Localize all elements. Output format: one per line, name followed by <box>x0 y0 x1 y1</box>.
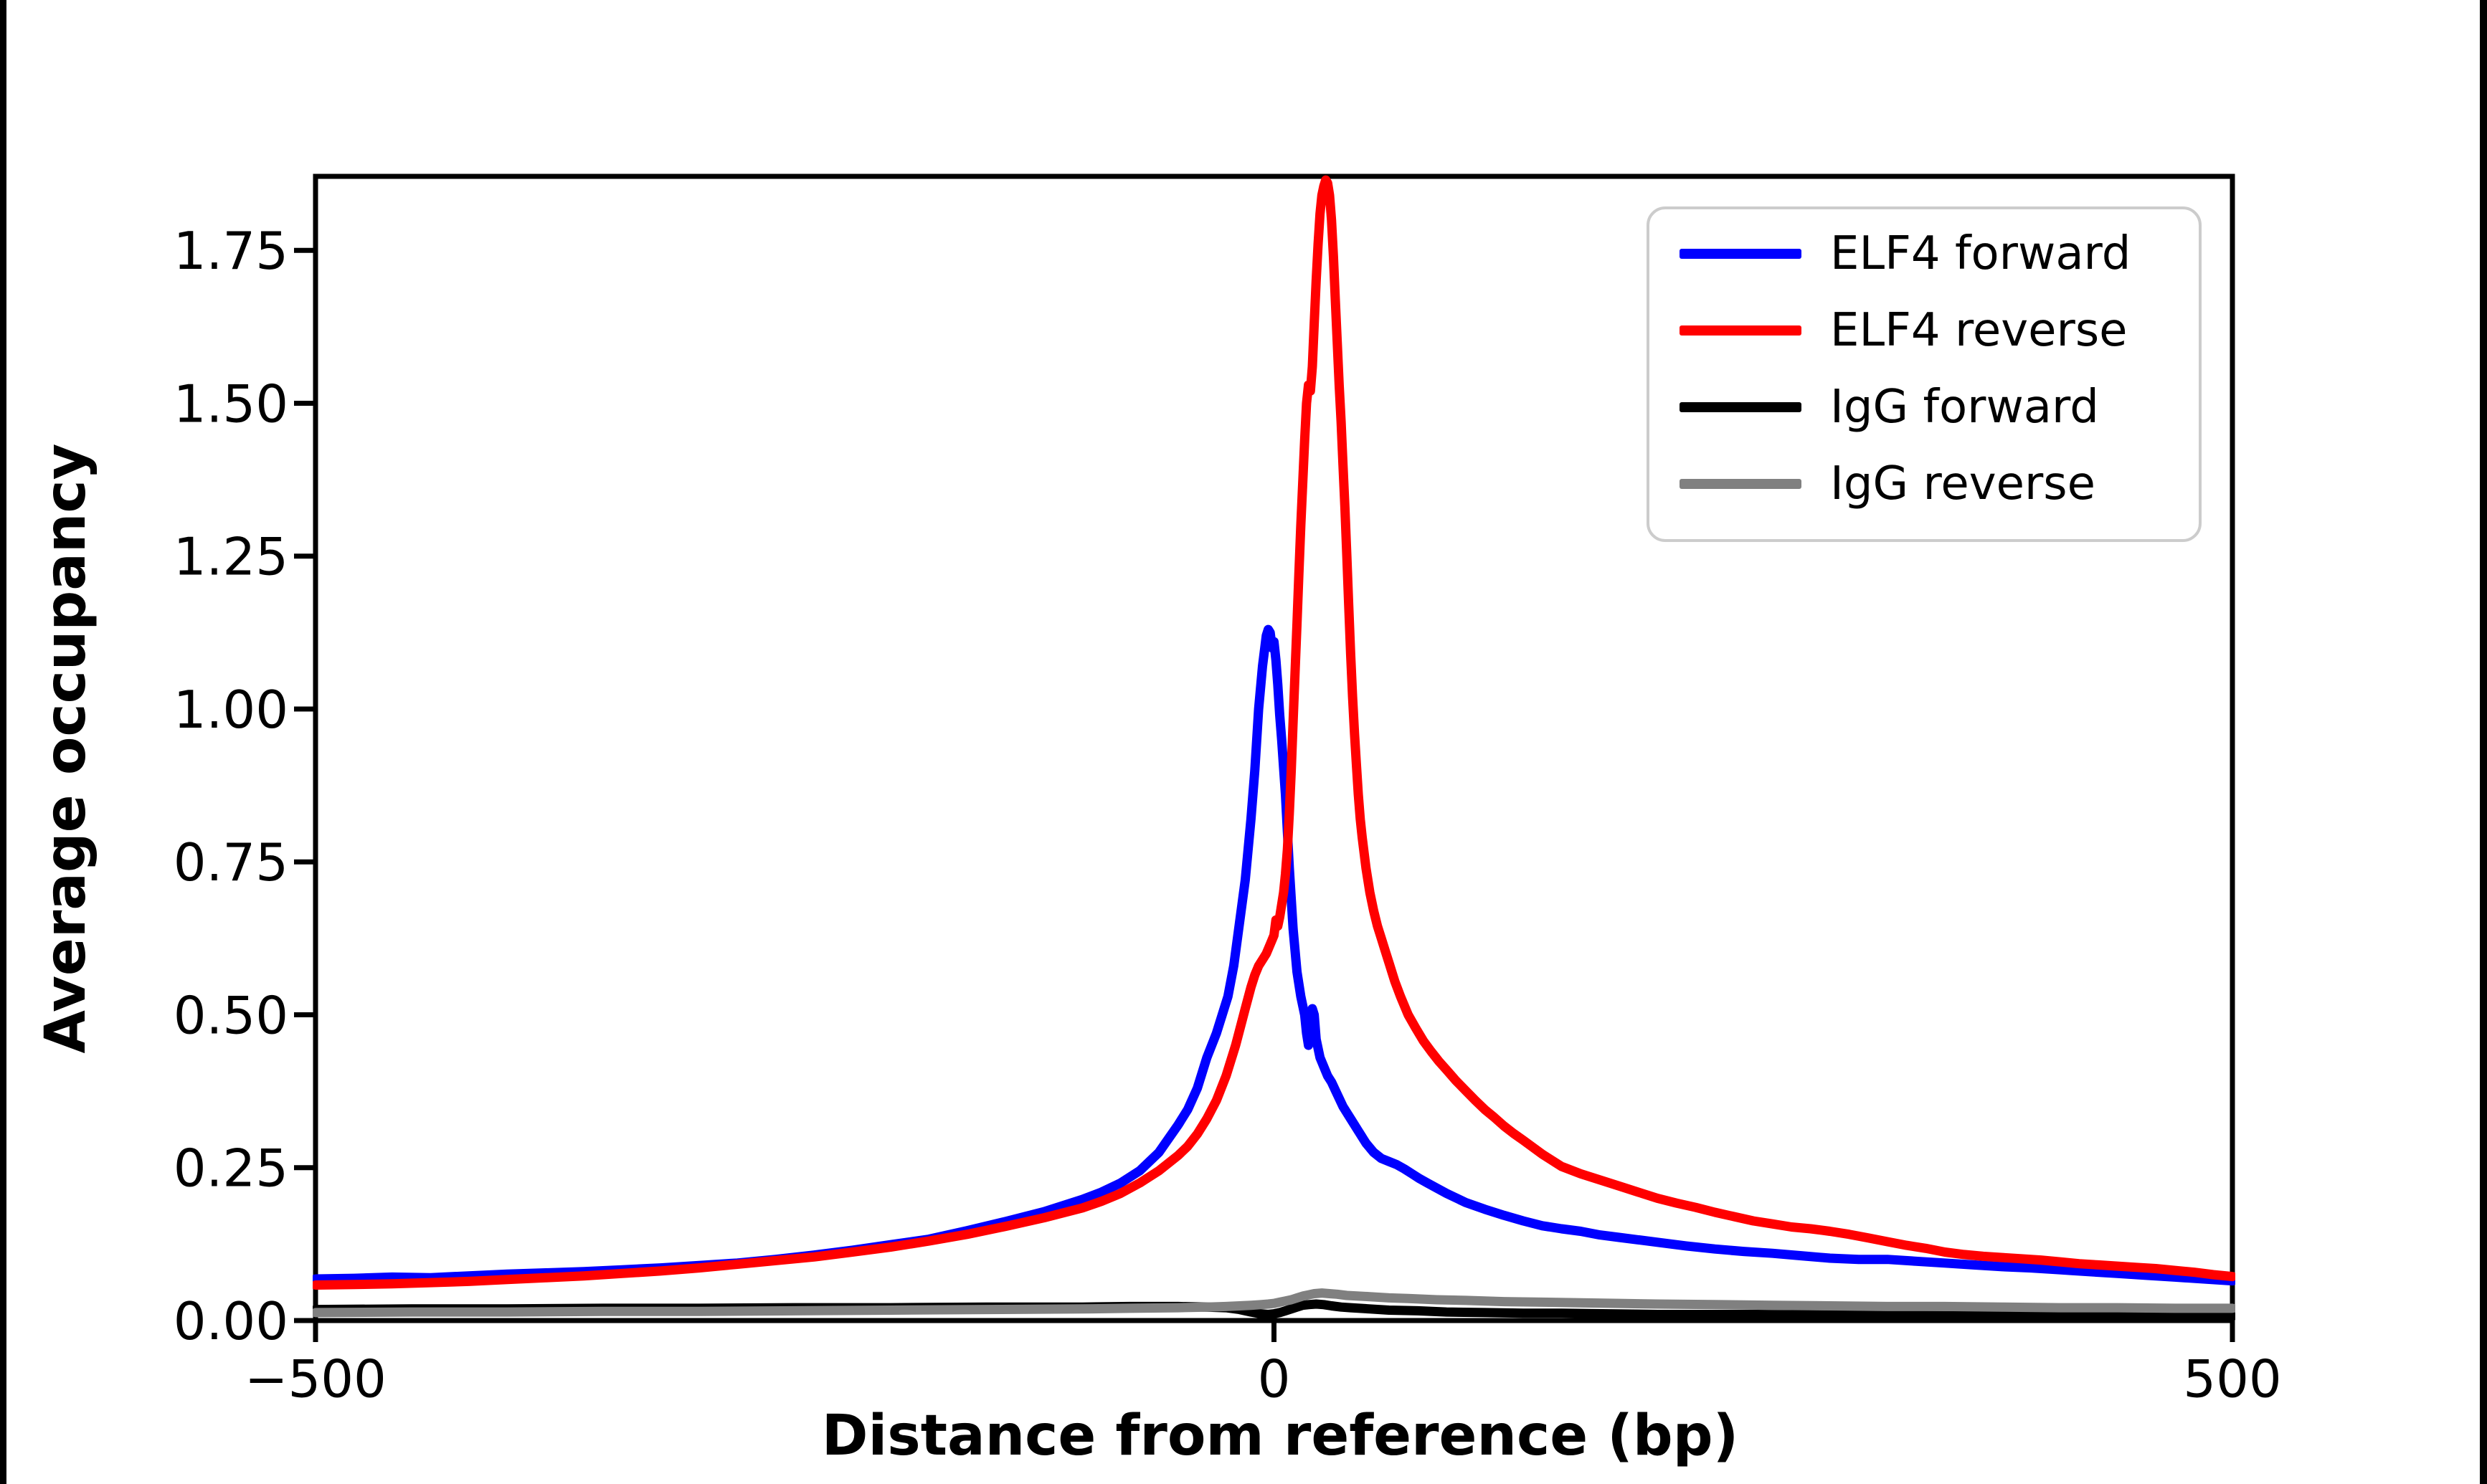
x-tick-label: −500 <box>245 1349 387 1409</box>
x-tick-label: 0 <box>1258 1349 1291 1409</box>
y-tick-label: 1.75 <box>174 221 288 281</box>
series-line-elf4-reverse <box>313 175 2235 1290</box>
legend-label: ELF4 forward <box>1830 227 2131 280</box>
legend-item: IgG forward <box>1649 368 2199 445</box>
y-tick-label: 1.00 <box>174 680 288 740</box>
series-line-igg-reverse <box>313 1288 2235 1318</box>
y-tick-label: 0.50 <box>174 985 288 1045</box>
legend-label: IgG forward <box>1830 380 2099 434</box>
y-tick-label: 0.25 <box>174 1138 288 1199</box>
y-tick-label: 1.25 <box>174 527 288 587</box>
legend-item: ELF4 reverse <box>1649 292 2199 368</box>
legend-swatch-icon <box>1680 325 1801 336</box>
x-tick-label: 500 <box>2183 1349 2281 1409</box>
legend-swatch-icon <box>1680 401 1801 412</box>
right-border-bar <box>2480 0 2487 1484</box>
series-line-elf4-forward <box>313 624 2235 1286</box>
legend-swatch-icon <box>1680 248 1801 259</box>
legend-item: ELF4 forward <box>1649 215 2199 292</box>
y-tick-label: 0.75 <box>174 832 288 893</box>
legend-swatch-icon <box>1680 478 1801 489</box>
legend: ELF4 forward ELF4 reverse IgG forward IgG r… <box>1647 206 2202 542</box>
x-axis-label: Distance from reference (bp) <box>821 1404 1739 1468</box>
y-axis-label: Average occupancy <box>34 443 98 1054</box>
legend-label: IgG reverse <box>1830 457 2095 510</box>
left-border-bar <box>0 0 6 1484</box>
y-tick-label: 0.00 <box>174 1291 288 1351</box>
legend-item: IgG reverse <box>1649 445 2199 522</box>
y-tick-label: 1.50 <box>174 374 288 434</box>
legend-label: ELF4 reverse <box>1830 303 2128 357</box>
series-group <box>313 175 2235 1321</box>
